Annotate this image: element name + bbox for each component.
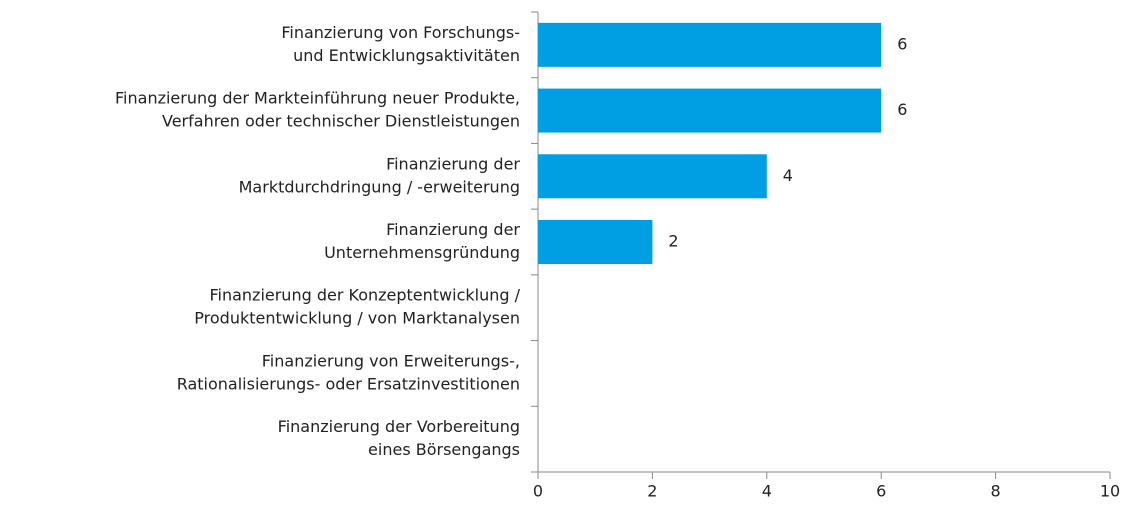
category-label: Verfahren oder technischer Dienstleistun… [162, 112, 520, 131]
category-label: Produktentwicklung / von Marktanalysen [194, 309, 520, 328]
value-label: 6 [897, 34, 907, 53]
category-label: Finanzierung von Erweiterungs-, [262, 351, 520, 370]
category-label: Finanzierung der Vorbereitung [278, 417, 520, 436]
value-label: 6 [897, 100, 907, 119]
category-label: Finanzierung der Markteinführung neuer P… [115, 89, 520, 108]
value-label: 4 [783, 166, 793, 185]
x-tick-label: 2 [647, 482, 657, 501]
bar [538, 154, 767, 199]
category-label: Finanzierung der Konzeptentwicklung / [209, 286, 520, 305]
x-tick-label: 0 [533, 482, 543, 501]
x-tick-label: 10 [1100, 482, 1120, 501]
category-label: Finanzierung der [386, 154, 520, 173]
category-label: Finanzierung der [386, 220, 520, 239]
category-label: Marktdurchdringung / -erweiterung [239, 177, 520, 196]
category-label: Finanzierung von Forschungs- [281, 23, 520, 42]
category-label: eines Börsengangs [368, 440, 520, 459]
value-label: 2 [668, 232, 678, 251]
x-tick-label: 6 [876, 482, 886, 501]
category-label: und Entwicklungsaktivitäten [293, 46, 520, 65]
x-tick-label: 8 [991, 482, 1001, 501]
x-tick-label: 4 [762, 482, 772, 501]
category-label: Unternehmensgründung [324, 243, 520, 262]
category-label: Rationalisierungs- oder Ersatzinvestitio… [177, 374, 520, 393]
bar [538, 22, 882, 67]
bar [538, 88, 882, 133]
bar [538, 220, 653, 264]
